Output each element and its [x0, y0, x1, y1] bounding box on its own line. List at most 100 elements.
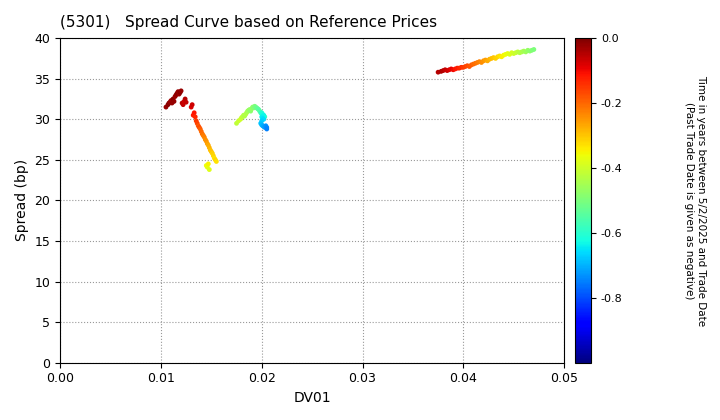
Point	[197, 131, 208, 137]
Point	[206, 148, 217, 155]
Point	[166, 100, 178, 106]
Point	[441, 67, 453, 74]
Point	[492, 53, 503, 60]
Point	[437, 67, 449, 74]
Point	[256, 110, 268, 116]
Point	[261, 126, 273, 132]
Point	[161, 104, 172, 110]
Point	[186, 101, 198, 108]
Point	[251, 105, 263, 111]
Point	[522, 47, 534, 54]
Point	[257, 111, 269, 118]
Point	[449, 66, 461, 72]
Point	[258, 123, 269, 130]
Point	[164, 99, 176, 105]
Point	[500, 51, 511, 58]
Point	[162, 101, 174, 108]
Point	[524, 48, 536, 55]
Point	[243, 107, 254, 114]
Point	[257, 112, 269, 118]
Point	[202, 160, 214, 167]
Point	[237, 113, 248, 120]
Point	[255, 120, 266, 127]
Point	[187, 112, 199, 118]
Point	[163, 100, 175, 106]
Point	[255, 110, 266, 116]
Point	[258, 112, 269, 118]
Point	[199, 136, 211, 143]
Point	[171, 90, 183, 97]
Point	[436, 68, 447, 75]
Point	[502, 50, 513, 57]
Point	[207, 152, 219, 159]
Point	[201, 162, 212, 169]
Point	[168, 98, 180, 105]
Point	[207, 150, 218, 157]
X-axis label: DV01: DV01	[293, 391, 331, 405]
Point	[464, 63, 475, 70]
Point	[494, 52, 505, 59]
Point	[209, 155, 220, 162]
Point	[467, 61, 479, 68]
Text: (5301)   Spread Curve based on Reference Prices: (5301) Spread Curve based on Reference P…	[60, 15, 437, 30]
Point	[186, 104, 197, 110]
Point	[482, 58, 493, 64]
Point	[196, 128, 207, 135]
Point	[254, 108, 266, 115]
Point	[526, 47, 538, 54]
Point	[204, 147, 216, 153]
Point	[257, 122, 269, 129]
Point	[248, 105, 259, 111]
Point	[204, 144, 215, 151]
Point	[249, 103, 261, 110]
Point	[231, 120, 243, 127]
Point	[504, 51, 516, 58]
Point	[456, 64, 467, 71]
Point	[439, 66, 451, 73]
Point	[256, 118, 268, 124]
Point	[459, 63, 471, 70]
Point	[250, 104, 261, 110]
Point	[166, 97, 177, 104]
Point	[171, 92, 182, 98]
Point	[247, 104, 258, 110]
Point	[259, 124, 271, 131]
Point	[256, 110, 268, 117]
Point	[240, 111, 251, 118]
Point	[462, 62, 473, 69]
Point	[258, 116, 269, 123]
Point	[508, 50, 519, 57]
Point	[174, 91, 185, 97]
Point	[181, 99, 192, 105]
Point	[202, 140, 213, 147]
Point	[261, 124, 273, 131]
Point	[486, 55, 498, 62]
Point	[194, 126, 206, 132]
Point	[447, 66, 459, 73]
Point	[167, 96, 179, 102]
Point	[236, 114, 248, 121]
Point	[189, 110, 200, 116]
Point	[246, 105, 258, 112]
Point	[253, 106, 264, 113]
Point	[242, 108, 253, 115]
Y-axis label: Time in years between 5/2/2025 and Trade Date
(Past Trade Date is given as negat: Time in years between 5/2/2025 and Trade…	[684, 75, 706, 326]
Point	[490, 55, 501, 62]
Point	[466, 62, 477, 68]
Point	[252, 105, 264, 112]
Point	[210, 157, 221, 163]
Point	[256, 113, 268, 120]
Point	[496, 53, 508, 60]
Point	[506, 50, 518, 56]
Point	[446, 66, 457, 72]
Point	[179, 96, 191, 102]
Point	[480, 57, 491, 63]
Point	[484, 56, 495, 63]
Point	[177, 101, 189, 108]
Point	[245, 108, 256, 115]
Point	[518, 48, 529, 55]
Point	[258, 113, 269, 119]
Point	[474, 58, 485, 65]
Point	[444, 66, 455, 73]
Point	[238, 112, 249, 118]
